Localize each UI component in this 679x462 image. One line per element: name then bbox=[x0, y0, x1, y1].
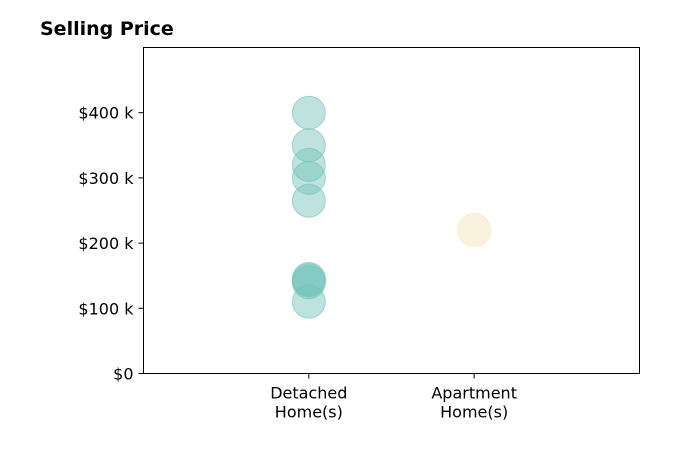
chart-title: Selling Price bbox=[40, 18, 174, 40]
y-tick-label: $400 k bbox=[78, 104, 134, 123]
y-tick-label: $100 k bbox=[78, 299, 134, 318]
x-tick-label: Apartment Home(s) bbox=[431, 384, 517, 422]
y-tick-label: $0 bbox=[113, 365, 133, 384]
scatter-point-0-2 bbox=[291, 147, 326, 182]
x-tick-label: Detached Home(s) bbox=[270, 384, 347, 422]
plot-area bbox=[291, 95, 492, 319]
scatter-point-0-8 bbox=[291, 284, 326, 319]
scatter-point-0-7 bbox=[291, 265, 326, 300]
y-tick-label: $300 k bbox=[78, 169, 134, 188]
y-axis: $0 $100 k $200 k $300 k $400 k bbox=[78, 104, 144, 384]
x-axis: Detached Home(s) Apartment Home(s) bbox=[270, 373, 517, 422]
scatter-point-0-0 bbox=[291, 95, 326, 130]
scatter-point-0-4 bbox=[291, 183, 326, 218]
scatter-point-1-0 bbox=[457, 213, 492, 248]
plot-frame bbox=[143, 47, 640, 374]
y-tick-label: $200 k bbox=[78, 234, 134, 253]
